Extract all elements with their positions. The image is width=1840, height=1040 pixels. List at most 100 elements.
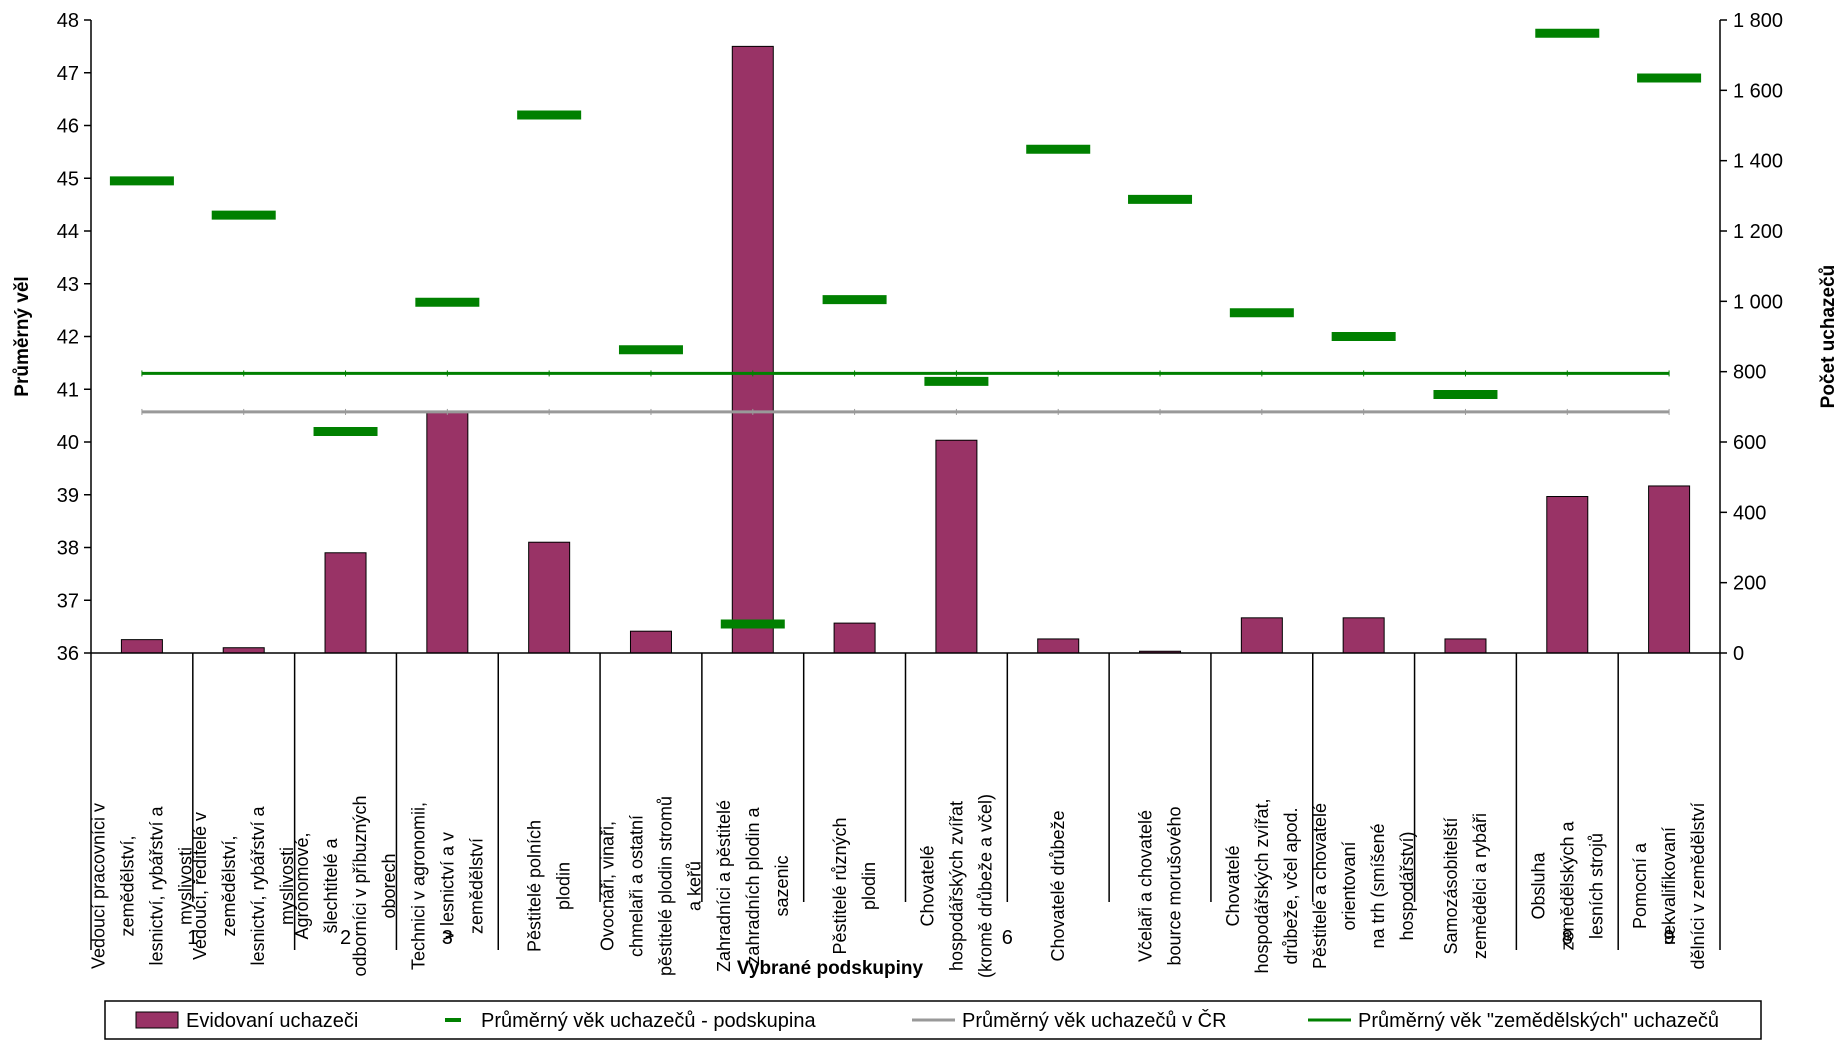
bar: [936, 440, 977, 653]
category-label: Pěstitelé různých plodin: [830, 817, 879, 954]
category-label-line: pěstitelé plodin stromů: [655, 796, 675, 976]
category-label-line: Vedoucí pracovníci v: [88, 803, 108, 969]
left-tick-label: 46: [57, 116, 79, 138]
category-label-line: hospodářství): [1397, 831, 1417, 940]
bar: [1445, 639, 1486, 653]
bar: [1649, 486, 1690, 653]
category-label: Ovocnáři, vinaři, chmelaři a ostatní pěsti…: [597, 796, 704, 976]
group-label: 9: [1664, 927, 1675, 949]
right-tick-label: 1 200: [1733, 221, 1783, 243]
legend-label: Evidovaní uchazeči: [186, 1010, 358, 1032]
group-label: 1: [187, 927, 198, 949]
category-label-line: oborech: [379, 853, 399, 918]
category-label: Chovatelé hospodářských zvířat, drůbeže, v…: [1223, 798, 1301, 973]
category-label-line: v lesnictví a v: [437, 832, 457, 940]
category-label-line: Zahradníci a pěstitelé: [714, 800, 734, 972]
category-label-line: a keřů: [684, 861, 704, 911]
legend: Evidovaní uchazeči Průměrný věk uchazečů …: [105, 1001, 1761, 1039]
left-tick-label: 43: [57, 274, 79, 296]
bar: [325, 553, 366, 653]
legend-label: Průměrný věk "zemědělských" uchazečů: [1358, 1010, 1719, 1032]
category-label-line: Pěstitelé polních: [525, 820, 545, 952]
right-tick-label: 0: [1733, 643, 1744, 665]
category-label-line: Pěstitelé a chovatelé: [1310, 803, 1330, 969]
right-tick-label: 1 400: [1733, 151, 1783, 173]
right-tick-label: 800: [1733, 362, 1766, 384]
right-tick-label: 400: [1733, 502, 1766, 524]
category-label: Chovatelé drůbeže: [1048, 810, 1068, 961]
category-label-line: Včelaři a chovatelé: [1136, 810, 1156, 962]
left-tick-label: 40: [57, 432, 79, 454]
bar: [529, 542, 570, 653]
category-label: Chovatelé hospodářských zvířat (kromě drůb…: [917, 794, 995, 978]
category-label-line: (kromě drůbeže a včel): [975, 794, 995, 978]
category-label-line: zemědělství,: [117, 835, 137, 936]
category-label-line: dělníci v zemědělství: [1688, 802, 1708, 969]
left-tick-label: 42: [57, 327, 79, 349]
category-label: Pěstitelé a chovatelé orientovaní na trh (…: [1310, 803, 1417, 969]
group-label: 3: [442, 927, 453, 949]
category-label-line: Ovocnáři, vinaři,: [597, 821, 617, 951]
left-tick-label: 36: [57, 643, 79, 665]
category-label-line: Samozásobitelští: [1441, 817, 1461, 954]
right-tick-label: 600: [1733, 432, 1766, 454]
category-label-line: Pěstitelé různých: [830, 817, 850, 954]
category-label-line: orientovaní: [1339, 841, 1359, 930]
left-tick-label: 38: [57, 538, 79, 560]
category-label-line: zemědělci a rybáři: [1470, 813, 1490, 959]
left-tick-label: 45: [57, 168, 79, 190]
legend-swatch: [136, 1012, 178, 1028]
category-label: Včelaři a chovatelé bource morušového: [1136, 806, 1185, 965]
left-tick-label: 41: [57, 379, 79, 401]
category-label-line: lesnictví, rybářství a: [146, 805, 166, 965]
right-tick-label: 1 600: [1733, 80, 1783, 102]
category-label-line: Chovatelé: [917, 845, 937, 926]
category-label: Vedoucí, ředitelé v zemědělství, lesnictví…: [190, 805, 297, 965]
category-label-line: Technici v agronomii,: [408, 802, 428, 970]
category-label-line: drůbeže, včel apod.: [1281, 807, 1301, 964]
category-label-line: lesnictví, rybářství a: [248, 805, 268, 965]
bar: [732, 46, 773, 653]
bar: [1547, 497, 1588, 653]
category-label: Samozásobitelští zemědělci a rybáři: [1441, 813, 1490, 959]
left-tick-label: 39: [57, 485, 79, 507]
category-label-line: zemědělství: [466, 838, 486, 934]
category-label: Agronomové, šlechtitelé a odborníci v příb…: [292, 795, 399, 976]
category-label: Zahradníci a pěstitelé zahradních plodin …: [714, 800, 792, 972]
left-tick-label: 47: [57, 63, 79, 85]
legend-label: Průměrný věk uchazečů v ČR: [962, 1009, 1227, 1032]
category-label-line: na trh (smíšené: [1368, 823, 1388, 948]
right-tick-label: 1 000: [1733, 291, 1783, 313]
bar: [1343, 618, 1384, 653]
category-label: Pěstitelé polních plodin: [525, 820, 574, 952]
category-label-line: Chovatelé drůbeže: [1048, 810, 1068, 961]
x-axis-title: Vybrané podskupiny: [737, 958, 924, 979]
group-label: 8: [1562, 927, 1573, 949]
category-label-line: šlechtitelé a: [321, 837, 341, 933]
group-label: 6: [1002, 927, 1013, 949]
category-label-line: lesních strojů: [1586, 833, 1606, 939]
bar: [121, 640, 162, 653]
bar: [1241, 618, 1282, 653]
category-label-line: Agronomové,: [292, 832, 312, 939]
bar: [427, 412, 468, 653]
right-tick-label: 1 800: [1733, 10, 1783, 32]
category-label-line: zahradních plodin a: [743, 806, 763, 964]
category-label: Vedoucí pracovníci v zemědělství, lesnictv…: [88, 803, 195, 969]
category-label-line: plodin: [859, 862, 879, 910]
category-label-line: hospodářských zvířat,: [1252, 798, 1272, 973]
left-tick-label: 44: [57, 221, 79, 243]
bar: [630, 631, 671, 653]
bar: [1038, 639, 1079, 653]
category-label-line: Obsluha: [1528, 851, 1548, 919]
category-label-line: Chovatelé: [1223, 845, 1243, 926]
category-label-line: hospodářských zvířat: [946, 801, 966, 971]
left-axis-title: Průměrný věl: [12, 276, 33, 396]
left-tick-label: 37: [57, 590, 79, 612]
category-label-line: Pomocní a: [1630, 842, 1650, 929]
category-label-line: zemědělství,: [219, 835, 239, 936]
group-label: 2: [340, 927, 351, 949]
category-label-line: plodin: [554, 862, 574, 910]
right-tick-label: 200: [1733, 573, 1766, 595]
